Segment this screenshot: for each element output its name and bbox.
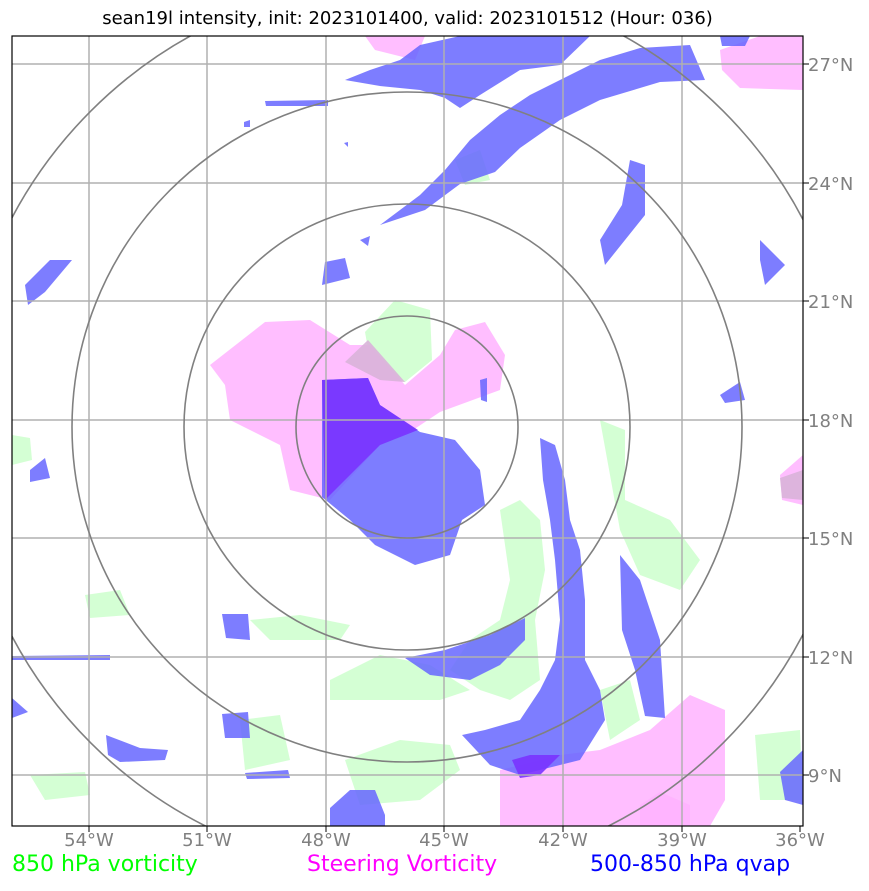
lon-tick-label: 42°W bbox=[538, 830, 588, 851]
legend-850-vorticity: 850 hPa vorticity bbox=[12, 852, 198, 877]
range-rings bbox=[12, 36, 803, 826]
map-frame bbox=[11, 35, 804, 827]
legend-steering-vorticity: Steering Vorticity bbox=[307, 852, 498, 877]
map-title: sean19l intensity, init: 2023101400, val… bbox=[102, 8, 713, 29]
lon-tick-label: 54°W bbox=[64, 830, 114, 851]
lon-tick-label: 36°W bbox=[775, 830, 825, 851]
lat-tick-label: 9°N bbox=[808, 766, 842, 787]
range-ring-3 bbox=[71, 91, 743, 763]
overlap-fields bbox=[322, 378, 560, 778]
legend-qvap: 500-850 hPa qvap bbox=[590, 852, 791, 877]
lon-tick-label: 48°W bbox=[301, 830, 351, 851]
lat-tick-label: 21°N bbox=[808, 292, 853, 313]
range-ring-2 bbox=[183, 203, 631, 651]
vorticity-850-fields bbox=[12, 150, 803, 805]
lon-tick-label: 39°W bbox=[657, 830, 707, 851]
lon-tick-label: 51°W bbox=[182, 830, 232, 851]
lat-tick-label: 18°N bbox=[808, 411, 853, 432]
lat-tick-label: 24°N bbox=[808, 174, 853, 195]
lat-tick-label: 27°N bbox=[808, 55, 853, 76]
range-ring-1 bbox=[295, 315, 519, 539]
lon-tick-label: 45°W bbox=[419, 830, 469, 851]
lat-tick-label: 12°N bbox=[808, 648, 853, 669]
lat-tick-label: 15°N bbox=[808, 529, 853, 550]
